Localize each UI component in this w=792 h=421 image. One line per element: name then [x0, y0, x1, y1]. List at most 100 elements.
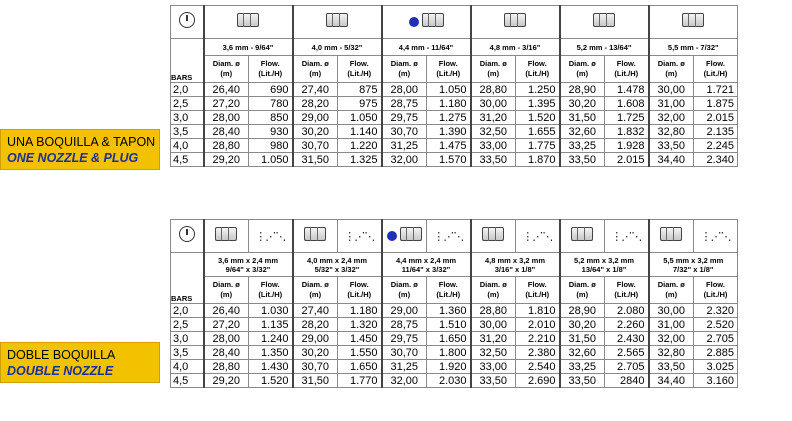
flow-header: Flow. (Lit./H): [337, 55, 382, 83]
diam-label: Diam. ø: [390, 280, 418, 289]
table-body: 2,0 26,40 1.030 27,40 1.180 29,00 1.360 28,80 1.…: [170, 303, 738, 388]
flow-label: Flow.: [616, 59, 636, 68]
flow-header: Flow. (Lit./H): [693, 55, 738, 83]
spray-cell: ⋮⋰⋱: [604, 219, 649, 253]
nozzle-icon: [682, 12, 705, 27]
size-inch: 9/64" x 3/32": [225, 264, 271, 274]
diameter-cell: 29,00: [380, 303, 427, 318]
flow-cell: 2.380: [515, 345, 560, 360]
flow-cell: 1.875: [693, 96, 738, 111]
flow-cell: 1.475: [426, 138, 471, 153]
table-row: 3,5 28,40 1.350 30,20 1.550 30,70 1.800 32,50 2.…: [170, 345, 738, 360]
diam-unit: (m): [398, 290, 411, 299]
diameter-cell: 28,20: [291, 317, 338, 332]
size-mm: 5,5 mm x 3,2 mm: [663, 255, 724, 265]
diameter-cell: 28,40: [202, 124, 249, 139]
size-label: 4,0 mm x 2,4 mm 5/32" x 3/32": [291, 252, 382, 277]
flow-cell: 1.520: [248, 373, 293, 388]
diameter-cell: 32,00: [380, 373, 427, 388]
diam-header: Diam. ø (m): [558, 55, 605, 83]
diameter-cell: 30,70: [291, 359, 338, 374]
diameter-cell: 32,00: [647, 110, 694, 125]
nozzle-icon: [215, 226, 238, 241]
flow-unit: (Lit./H): [258, 290, 283, 299]
diameter-cell: 28,00: [380, 82, 427, 97]
pressure-cell: 2,5: [170, 317, 204, 332]
flow-cell: 3.160: [693, 373, 738, 388]
single-nozzle-label: UNA BOQUILLA & TAPON ONE NOZZLE & PLUG: [0, 129, 160, 170]
diameter-cell: 30,70: [291, 138, 338, 153]
diameter-cell: 29,20: [202, 373, 249, 388]
diameter-cell: 30,20: [558, 96, 605, 111]
flow-cell: 2.705: [693, 331, 738, 346]
spray-cell: ⋮⋰⋱: [426, 219, 471, 253]
diameter-cell: 28,40: [202, 345, 249, 360]
flow-cell: 1.320: [337, 317, 382, 332]
flow-cell: 2.430: [604, 331, 649, 346]
size-label: 5,5 mm x 3,2 mm 7/32" x 1/8": [647, 252, 738, 277]
diameter-cell: 33,50: [647, 138, 694, 153]
diameter-cell: 29,00: [291, 331, 338, 346]
diameter-cell: 31,25: [380, 359, 427, 374]
flow-cell: 2840: [604, 373, 649, 388]
diam-label: Diam. ø: [301, 280, 329, 289]
flow-cell: 1.650: [426, 331, 471, 346]
flow-cell: 1.721: [693, 82, 738, 97]
pressure-gauge-icon: [178, 11, 195, 28]
flow-label: Flow.: [706, 59, 725, 68]
table-row: 2,5 27,20 780 28,20 975 28,75 1.180 30,00 1.395 3…: [170, 96, 738, 111]
diameter-cell: 28,00: [202, 331, 249, 346]
nozzle-icon: [571, 226, 594, 241]
flow-cell: 1.655: [515, 124, 560, 139]
gauge-cell: [170, 5, 204, 39]
flow-unit: (Lit./H): [258, 69, 283, 78]
nozzle-cell: [647, 219, 694, 253]
nozzle-icon: [593, 12, 615, 27]
flow-cell: 2.015: [693, 110, 738, 125]
diam-header: Diam. ø (m): [202, 55, 249, 83]
size-inch: 5/32" x 3/32": [314, 264, 360, 274]
flow-cell: 2.080: [604, 303, 649, 318]
flow-cell: 875: [337, 82, 382, 97]
flow-header: Flow. (Lit./H): [515, 55, 560, 83]
diameter-cell: 30,70: [380, 345, 427, 360]
flow-cell: 1.325: [337, 152, 382, 167]
size-row: BARS 3,6 mm x 2,4 mm 9/64" x 3/32" 4,0 mm …: [170, 252, 738, 304]
flow-cell: 1.920: [426, 359, 471, 374]
diam-header: Diam. ø (m): [469, 276, 516, 304]
flow-cell: 1.870: [515, 152, 560, 167]
flow-cell: 2.885: [693, 345, 738, 360]
diameter-cell: 28,00: [202, 110, 249, 125]
diameter-cell: 29,75: [380, 331, 427, 346]
flow-unit: (Lit./H): [614, 69, 639, 78]
pressure-cell: 3,5: [170, 124, 204, 139]
nozzle-icon: [399, 226, 422, 241]
flow-cell: 2.245: [693, 138, 738, 153]
double-nozzle-table: ⋮⋰⋱ ⋮⋰⋱ ⋮⋰⋱ ⋮⋰⋱ ⋮⋰⋱ ⋮⋰⋱ BARS 3,6 mm x 2,4 mm 9…: [170, 219, 738, 388]
diameter-cell: 26,40: [202, 303, 249, 318]
size-inch: 3/16" x 1/8": [494, 264, 536, 274]
pressure-cell: 2,0: [170, 82, 204, 97]
flow-cell: 1.832: [604, 124, 649, 139]
spray-cell: ⋮⋰⋱: [248, 219, 293, 253]
size-label: 4,0 mm - 5/32": [291, 38, 382, 56]
nozzle-cell: [291, 219, 338, 253]
flow-cell: 1.450: [337, 331, 382, 346]
diameter-cell: 33,25: [558, 359, 605, 374]
pressure-cell: 3,0: [170, 331, 204, 346]
diameter-cell: 27,40: [291, 82, 338, 97]
diam-header: Diam. ø (m): [291, 276, 338, 304]
table-row: 3,0 28,00 850 29,00 1.050 29,75 1.275 31,20 1.52…: [170, 110, 738, 125]
diameter-cell: 33,50: [469, 152, 516, 167]
diam-unit: (m): [220, 290, 233, 299]
size-label: 5,5 mm - 7/32": [647, 38, 738, 56]
diameter-cell: 33,00: [469, 359, 516, 374]
diameter-cell: 32,50: [469, 345, 516, 360]
flow-cell: 850: [248, 110, 293, 125]
flow-cell: 975: [337, 96, 382, 111]
flow-cell: 2.565: [604, 345, 649, 360]
spray-cell: ⋮⋰⋱: [693, 219, 738, 253]
diameter-cell: 32,50: [469, 124, 516, 139]
pressure-cell: 4,0: [170, 359, 204, 374]
spray-icon: ⋮⋰⋱: [433, 231, 464, 243]
